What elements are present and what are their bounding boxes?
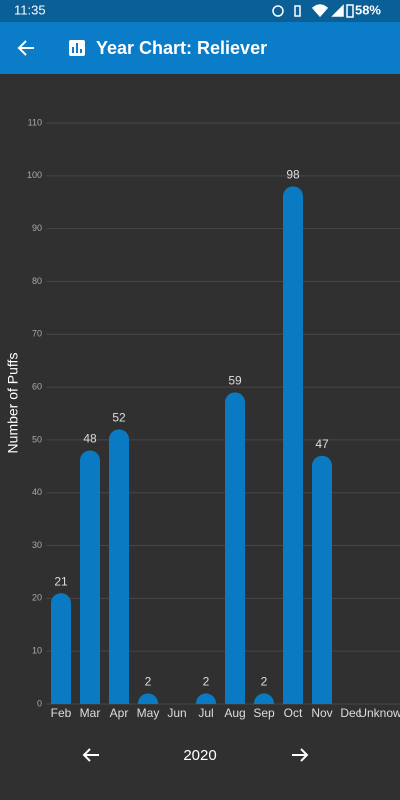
data-label: 2 — [261, 675, 268, 689]
y-tick-label: 60 — [32, 381, 42, 391]
back-button[interactable] — [17, 40, 34, 56]
y-tick-label: 10 — [32, 646, 42, 656]
bar — [51, 593, 71, 704]
y-tick-label: 50 — [32, 434, 42, 444]
x-tick-label: Jul — [198, 706, 213, 720]
y-tick-label: 0 — [37, 698, 42, 708]
x-tick-label: Mar — [80, 706, 101, 720]
data-label: 47 — [315, 437, 329, 451]
bar — [80, 450, 100, 704]
y-tick-label: 80 — [32, 276, 42, 286]
y-tick-label: 100 — [27, 170, 42, 180]
bar — [196, 693, 216, 704]
y-tick-label: 70 — [32, 329, 42, 339]
bar — [312, 455, 332, 704]
data-label: 52 — [112, 411, 126, 425]
data-label: 2 — [145, 675, 152, 689]
data-label: 2 — [203, 675, 210, 689]
prev-year-button[interactable] — [82, 748, 99, 762]
y-tick-label: 110 — [28, 117, 42, 127]
data-label: 48 — [83, 432, 97, 446]
x-tick-label: Unknow — [358, 706, 400, 720]
status-time: 11:35 — [14, 2, 46, 17]
next-year-button[interactable] — [292, 748, 309, 762]
bar — [138, 693, 158, 704]
bar — [109, 429, 129, 704]
data-label: 21 — [54, 574, 68, 588]
status-battery: 58% — [355, 2, 381, 17]
bar — [225, 392, 245, 704]
chart-icon — [69, 40, 85, 56]
x-tick-label: Dec — [340, 706, 361, 720]
x-tick-label: Sep — [253, 706, 275, 720]
x-tick-label: Aug — [224, 706, 245, 720]
app-title: Year Chart: Reliever — [96, 38, 267, 58]
x-tick-label: Jun — [167, 706, 186, 720]
bar — [254, 693, 274, 704]
bar — [283, 186, 303, 704]
y-tick-label: 40 — [32, 487, 42, 497]
x-tick-label: Feb — [51, 706, 72, 720]
y-tick-label: 90 — [32, 223, 42, 233]
x-tick-label: Nov — [311, 706, 332, 720]
x-tick-label: Oct — [284, 706, 303, 720]
x-tick-label: Apr — [110, 706, 129, 720]
x-tick-label: May — [137, 706, 160, 720]
y-tick-label: 30 — [32, 540, 42, 550]
data-label: 98 — [286, 168, 300, 182]
y-axis-label: Number of Puffs — [5, 353, 21, 454]
status-icons — [272, 4, 354, 18]
y-tick-label: 20 — [32, 593, 42, 603]
app-bar — [0, 22, 400, 74]
year-label: 2020 — [183, 747, 216, 764]
data-label: 59 — [228, 374, 242, 388]
